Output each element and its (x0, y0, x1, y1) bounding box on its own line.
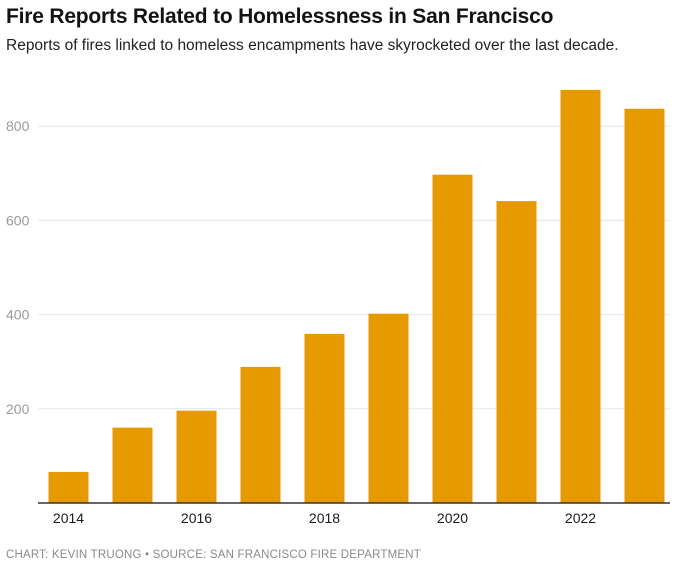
bar-2023 (624, 108, 665, 503)
bar-2021 (496, 201, 537, 504)
x-axis-ticks: 2014 2016 2018 2020 2022 (53, 510, 596, 526)
y-tick-label-600: 600 (6, 212, 30, 228)
bar-2017 (240, 366, 281, 503)
y-axis-ticks: 200 400 600 800 (6, 118, 30, 417)
chart-title: Fire Reports Related to Homelessness in … (6, 5, 554, 28)
bar-2020 (432, 174, 473, 503)
x-tick-label-2016: 2016 (181, 510, 212, 526)
chart-credit: CHART: KEVIN TRUONG • SOURCE: SAN FRANCI… (6, 549, 421, 561)
bar-2019 (368, 313, 409, 503)
bar-2022 (560, 89, 601, 504)
x-tick-label-2022: 2022 (565, 510, 596, 526)
bar-2015 (112, 427, 153, 503)
chart-subtitle: Reports of fires linked to homeless enca… (6, 37, 619, 54)
y-tick-label-400: 400 (6, 307, 30, 323)
bar-2018 (304, 333, 345, 503)
y-tick-label-800: 800 (6, 118, 30, 134)
x-tick-label-2018: 2018 (309, 510, 340, 526)
bar-2016 (176, 410, 217, 503)
x-tick-label-2014: 2014 (53, 510, 84, 526)
x-tick-label-2020: 2020 (437, 510, 468, 526)
bar-2014 (48, 471, 89, 503)
y-tick-label-200: 200 (6, 401, 30, 417)
bars (48, 89, 665, 504)
